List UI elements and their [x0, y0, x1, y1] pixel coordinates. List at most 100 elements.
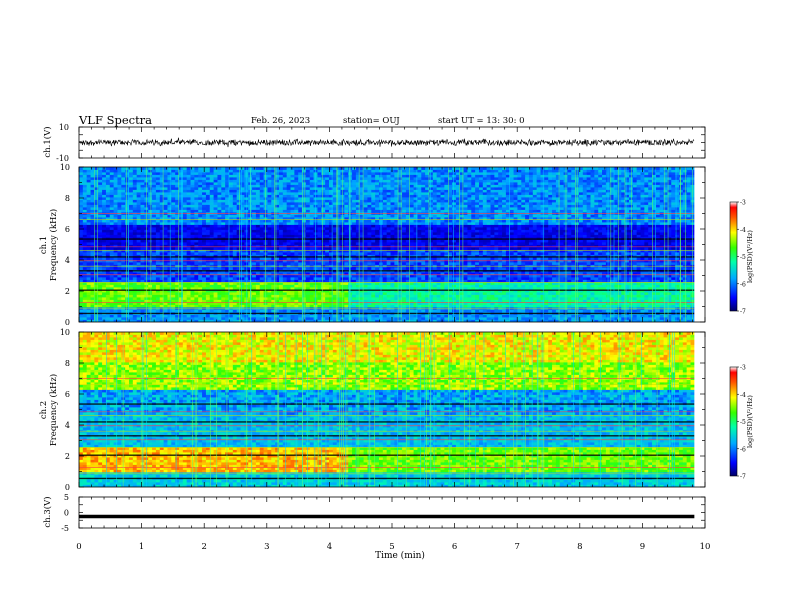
spectrogram-cell: [198, 169, 203, 173]
spectrogram-cell: [129, 272, 134, 275]
spectrogram-cell: [198, 202, 203, 205]
spectrogram-cell: [367, 302, 372, 305]
spectrogram-cell: [105, 219, 111, 223]
spectrogram-cell: [317, 282, 322, 285]
spectrogram-cell: [355, 297, 361, 300]
spectrogram-cell: [182, 179, 188, 183]
spectrogram-cell: [102, 242, 107, 245]
spectrogram-cell: [182, 187, 188, 190]
spectrogram-cell: [340, 222, 345, 225]
spectrogram-cell: [302, 242, 307, 245]
spectrogram-cell: [82, 267, 88, 270]
spectrogram-cell: [209, 299, 215, 303]
spectrogram-cell: [186, 284, 191, 288]
spectrogram-cell: [325, 177, 330, 180]
spectrogram-cell: [355, 167, 361, 170]
spectrogram-cell: [79, 262, 84, 265]
spectrogram-cell: [221, 279, 226, 283]
spectrogram-cell: [275, 282, 280, 285]
spectrogram-cell: [221, 224, 226, 228]
spectrogram-cell: [125, 167, 130, 170]
spectrogram-cell: [325, 204, 330, 208]
spectrogram-cell: [105, 167, 111, 170]
spectrogram-cell: [132, 287, 138, 290]
spectrogram-cell: [117, 192, 122, 195]
spectrogram-cell: [79, 169, 84, 173]
spectrogram-cell: [244, 282, 249, 285]
spectrogram-cell: [255, 289, 261, 293]
spectrogram-cell: [367, 174, 372, 178]
spectrogram-cell: [182, 262, 188, 265]
spectrogram-cell: [328, 257, 334, 260]
spectrogram-cell: [232, 169, 238, 173]
spectrogram-cell: [286, 214, 291, 218]
spectrogram-cell: [290, 229, 295, 233]
spectrogram-cell: [252, 282, 257, 285]
spectrogram-cell: [205, 197, 211, 200]
spectrogram-cell: [259, 234, 265, 238]
spectrogram-cell: [194, 304, 199, 308]
spectrogram-cell: [171, 209, 176, 213]
spectrogram-cell: [136, 284, 141, 288]
spectrogram-cell: [102, 304, 107, 308]
spectrogram-cell: [79, 217, 84, 220]
spectrogram-cell: [152, 219, 157, 223]
spectrogram-cell: [340, 274, 345, 278]
spectrogram-cell: [332, 172, 338, 175]
spectrogram-cell: [255, 307, 261, 310]
spectrogram-cell: [240, 192, 245, 195]
spectrogram-cell: [217, 204, 222, 208]
spectrogram-cell: [175, 252, 180, 255]
spectrogram-cell: [294, 174, 299, 178]
spectrogram-cell: [152, 207, 157, 210]
spectrogram-cell: [228, 242, 234, 245]
spectrogram-cell: [363, 282, 368, 285]
spectrogram-cell: [129, 284, 134, 288]
spectrogram-cell: [309, 247, 315, 250]
spectrogram-cell: [355, 309, 361, 313]
spectrogram-cell: [302, 182, 307, 185]
spectrogram-cell: [275, 214, 280, 218]
spectrogram-cell: [117, 317, 122, 320]
spectrogram-cell: [271, 192, 276, 195]
spectrogram-cell: [294, 279, 299, 283]
spectrogram-cell: [186, 239, 191, 243]
spectrogram-cell: [136, 179, 141, 183]
spectrogram-cell: [105, 294, 111, 298]
spectrogram-cell: [102, 314, 107, 318]
spectrogram-cell: [117, 289, 122, 293]
spectrogram-cell: [332, 192, 338, 195]
spectrogram-cell: [221, 174, 226, 178]
spectrogram-cell: [302, 299, 307, 303]
spectrogram-cell: [171, 314, 176, 318]
spectrogram-cell: [171, 284, 176, 288]
spectrogram-cell: [302, 272, 307, 275]
spectrogram-cell: [232, 219, 238, 223]
spectrogram-cell: [232, 287, 238, 290]
spectrogram-cell: [82, 262, 88, 265]
spectrogram-cell: [121, 272, 126, 275]
spectrogram-cell: [205, 242, 211, 245]
spectrogram-cell: [136, 227, 141, 230]
spectrogram-cell: [82, 307, 88, 310]
spectrogram-cell: [186, 272, 191, 275]
spectrogram-cell: [90, 294, 95, 298]
spectrogram-cell: [340, 172, 345, 175]
spectrogram-cell: [255, 184, 261, 188]
spectrogram-cell: [136, 202, 141, 205]
spectrogram-cell: [371, 222, 376, 225]
spectrogram-cell: [271, 197, 276, 200]
spectrogram-cell: [344, 274, 349, 278]
spectrogram-cell: [205, 204, 211, 208]
spectrogram-cell: [136, 282, 141, 285]
spectrogram-cell: [148, 279, 153, 283]
spectrogram-cell: [140, 192, 145, 195]
spectrogram-cell: [244, 199, 249, 203]
spectrogram-cell: [217, 207, 222, 210]
spectrogram-cell: [244, 304, 249, 308]
spectrogram-cell: [232, 217, 238, 220]
spectrogram-cell: [321, 242, 326, 245]
spectrogram-cell: [179, 194, 184, 198]
spectrogram-cell: [194, 167, 199, 170]
spectrogram-cell: [148, 202, 153, 205]
